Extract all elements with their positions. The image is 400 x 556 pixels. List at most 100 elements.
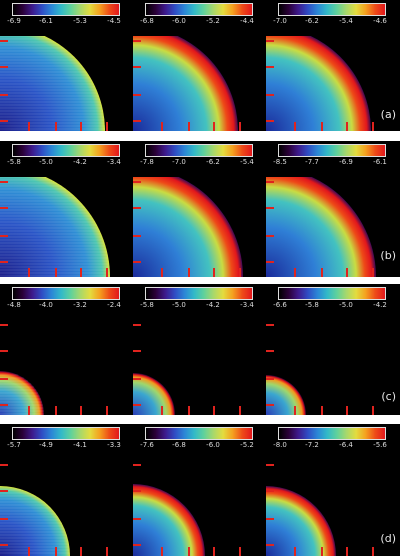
colorbar [278, 287, 386, 300]
axis-tick [188, 406, 190, 415]
axis-tick [266, 490, 274, 492]
colorbar [145, 3, 253, 16]
axis-tick [188, 268, 190, 277]
axis-tick [133, 464, 141, 466]
axis-tick [55, 406, 57, 415]
colorbar-tick-label: -5.2 [240, 441, 254, 449]
colorbar-tick-label: -3.2 [73, 301, 87, 309]
emission-region [133, 373, 175, 415]
axis-tick [346, 122, 348, 131]
emission-region [0, 36, 105, 131]
colorbar-tick-label: -4.9 [39, 441, 53, 449]
axis-tick [213, 122, 215, 131]
colorbar [145, 427, 253, 440]
plot-panel: -8.5 -7.7 -6.9 -6.1 [266, 141, 399, 277]
axis-tick [133, 181, 141, 183]
axis-tick [294, 406, 296, 415]
axis-tick [28, 268, 30, 277]
simulation-plot [266, 375, 306, 415]
colorbar-tick-label: -4.2 [206, 301, 220, 309]
colorbar-tick-label: -6.2 [206, 158, 220, 166]
colorbar-tick-label: -5.8 [140, 301, 154, 309]
axis-tick [266, 181, 274, 183]
figure-row-b: (b) -5.8 -5.0 -4.2 -3.4 -7.8 -7.0 -6.2 -5.4 -8.5… [0, 141, 400, 277]
colorbar-tick-label: -6.0 [206, 441, 220, 449]
axis-tick [0, 94, 8, 96]
colorbar-tick-label: -4.0 [39, 301, 53, 309]
axis-tick [0, 40, 8, 42]
plot-panel: -7.6 -6.8 -6.0 -5.2 [133, 424, 266, 556]
axis-tick [133, 120, 141, 122]
emission-region [266, 36, 371, 131]
colorbar-tick-label: -4.1 [73, 441, 87, 449]
axis-tick [266, 235, 274, 237]
colorbar-tick-label: -6.0 [172, 17, 186, 25]
axis-tick [28, 406, 30, 415]
axis-tick [133, 261, 141, 263]
row-label: (a) [380, 108, 396, 121]
axis-tick [0, 181, 8, 183]
colorbar-tick-label: -6.6 [273, 301, 287, 309]
colorbar-tick-label: -4.6 [373, 17, 387, 25]
emission-region [266, 375, 306, 415]
axis-tick [0, 518, 8, 520]
colorbar-tick-label: -4.5 [107, 17, 121, 25]
axis-tick [266, 544, 274, 546]
plot-panel: -6.8 -6.0 -5.2 -4.4 [133, 0, 266, 131]
emission-region [0, 371, 44, 415]
axis-tick [372, 268, 374, 277]
simulation-plot [266, 177, 376, 277]
colorbar-tick-label: -8.5 [273, 158, 287, 166]
colorbar-tick-label: -6.4 [339, 441, 353, 449]
axis-tick [0, 404, 8, 406]
axis-tick [266, 120, 274, 122]
simulation-plot [133, 373, 175, 415]
colorbar-tick-label: -5.6 [373, 441, 387, 449]
colorbar [278, 144, 386, 157]
colorbar-tick-label: -5.4 [339, 17, 353, 25]
axis-tick [188, 547, 190, 556]
simulation-plot [266, 486, 336, 556]
axis-tick [239, 122, 241, 131]
simulation-plot [266, 36, 371, 131]
axis-tick [133, 235, 141, 237]
axis-tick [133, 544, 141, 546]
colorbar-tick-label: -5.8 [305, 301, 319, 309]
axis-tick [161, 547, 163, 556]
colorbar-tick-label: -5.0 [172, 301, 186, 309]
axis-tick [80, 122, 82, 131]
axis-tick [0, 261, 8, 263]
colorbar-tick-label: -6.9 [339, 158, 353, 166]
simulation-plot [0, 177, 110, 277]
axis-tick [133, 378, 141, 380]
axis-tick [133, 490, 141, 492]
colorbar-tick-label: -4.8 [7, 301, 21, 309]
colorbar-tick-label: -2.4 [107, 301, 121, 309]
axis-tick [133, 40, 141, 42]
plot-panel: -8.0 -7.2 -6.4 -5.6 [266, 424, 399, 556]
colorbar [278, 427, 386, 440]
colorbar [12, 3, 120, 16]
colorbar [145, 144, 253, 157]
emission-region [133, 484, 205, 556]
axis-tick [55, 547, 57, 556]
axis-tick [188, 122, 190, 131]
colorbar-tick-label: -5.8 [7, 158, 21, 166]
axis-tick [133, 518, 141, 520]
axis-tick [346, 268, 348, 277]
axis-tick [55, 122, 57, 131]
row-label: (c) [381, 390, 396, 403]
axis-tick [106, 547, 108, 556]
axis-tick [266, 464, 274, 466]
emission-region [133, 177, 243, 277]
axis-tick [106, 406, 108, 415]
plot-panel: -7.8 -7.0 -6.2 -5.4 [133, 141, 266, 277]
axis-tick [0, 324, 8, 326]
simulation-plot [133, 36, 238, 131]
axis-tick [106, 268, 108, 277]
simulation-plot [133, 177, 243, 277]
plot-panel: -6.9 -6.1 -5.3 -4.5 [0, 0, 133, 131]
axis-tick [0, 235, 8, 237]
axis-tick [80, 268, 82, 277]
axis-tick [0, 544, 8, 546]
